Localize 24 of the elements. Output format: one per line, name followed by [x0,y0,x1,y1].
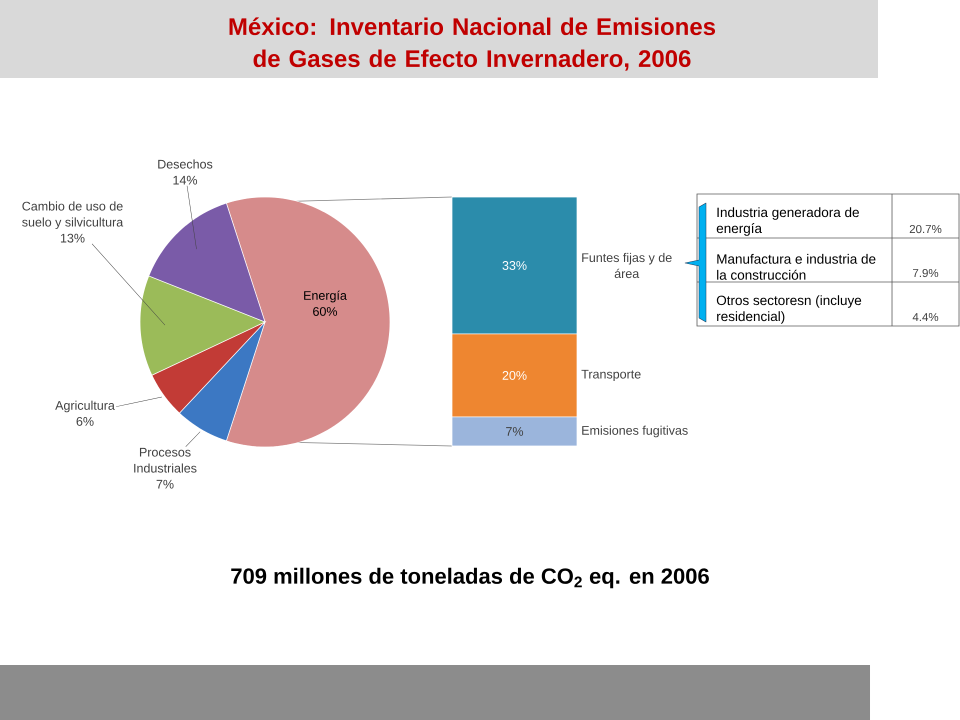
slice-label: Energía [304,290,347,302]
slice-label: Procesos Industriales [134,448,197,473]
data-label: 7.9% [913,268,938,278]
data-label: 14% [173,176,198,185]
category-label: Industria generadora de energía [716,207,859,236]
slice-label: Cambio de uso de suelo y silvicultura [22,201,124,230]
data-label: 6% [76,416,94,426]
series-label: Emisiones fugitivas [582,426,688,438]
text: 709 millones de toneladas de CO$_{2}$ eq. en 2006 [231,568,709,588]
series-label: Transporte [581,370,641,382]
data-label: 60% [313,307,338,316]
data-label: 4.4% [912,313,938,322]
slice-label: Agricultura [55,400,115,412]
data-label: 20.7% [910,224,942,234]
series-label: Funtes fijas y de área [582,252,672,278]
data-label: 20% [502,371,527,380]
data-label: 7% [506,427,524,436]
data-label: 7% [156,480,174,489]
category-label: Otros sectoresn (incluye residencial) [716,295,862,324]
data-label: 13% [60,234,85,243]
slice-label: Desechos [158,159,212,169]
category-label: Manufactura e industria de la construcción [717,254,876,280]
text: México: Inventario Nacional de Emisiones de Gases de Efecto Invernadero, 2006 [230,17,716,71]
data-label: 33% [502,261,527,270]
